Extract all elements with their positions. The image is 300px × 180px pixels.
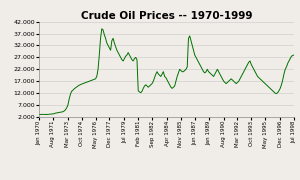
Title: Crude Oil Prices -- 1970-1999: Crude Oil Prices -- 1970-1999 <box>81 11 252 21</box>
